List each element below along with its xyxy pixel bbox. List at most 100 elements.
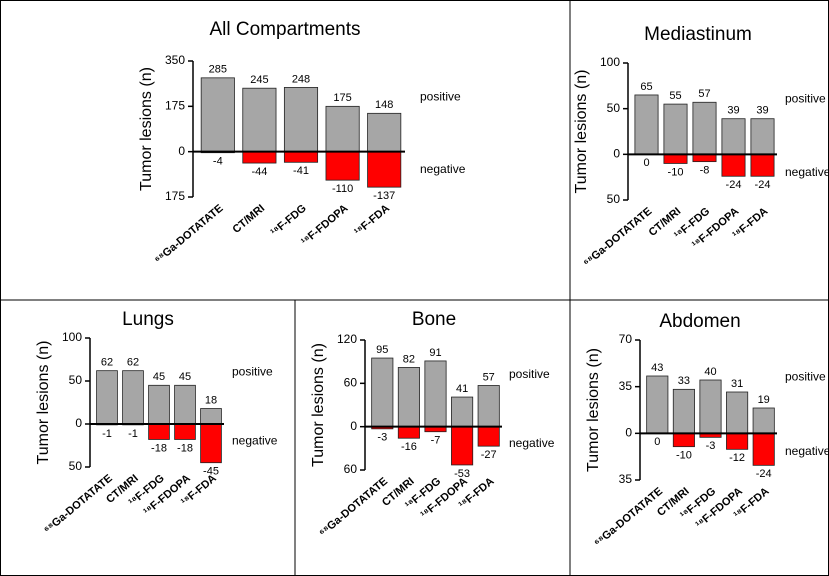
bar bbox=[663, 153, 688, 164]
data-label: -18 bbox=[151, 442, 167, 454]
legend-label: positive bbox=[420, 89, 461, 103]
y-axis-label: Tumor lesions (n) bbox=[35, 341, 52, 465]
legend-label: negative bbox=[785, 444, 829, 458]
bar bbox=[451, 426, 474, 466]
data-label: -24 bbox=[755, 179, 771, 191]
bar bbox=[148, 384, 170, 425]
data-label: 0 bbox=[643, 157, 649, 169]
bar bbox=[325, 105, 360, 153]
bar bbox=[451, 396, 474, 428]
data-label: -24 bbox=[726, 179, 742, 191]
legend-label: positive bbox=[785, 92, 826, 106]
data-label: 45 bbox=[153, 371, 165, 383]
data-label: -12 bbox=[729, 452, 745, 464]
data-label: -1 bbox=[128, 428, 138, 440]
data-label: -53 bbox=[454, 468, 470, 480]
x-tick-label: ⁶⁸Ga-DOTATATE bbox=[581, 205, 654, 269]
bar bbox=[283, 87, 319, 153]
bar bbox=[242, 151, 277, 164]
y-tick-label: 35 bbox=[619, 472, 633, 486]
data-label: 18 bbox=[205, 394, 217, 406]
chart-title: Lungs bbox=[122, 309, 174, 330]
bar bbox=[371, 357, 394, 428]
x-tick-label: ⁶⁸Ga-DOTATATE bbox=[42, 472, 115, 536]
chart-title: Mediastinum bbox=[644, 24, 752, 45]
data-label: -45 bbox=[203, 466, 219, 478]
data-label: -10 bbox=[676, 450, 692, 462]
y-tick-label: 175 bbox=[165, 189, 185, 203]
data-label: -137 bbox=[373, 190, 395, 202]
bar bbox=[692, 153, 717, 163]
data-label: 91 bbox=[429, 347, 441, 359]
bar bbox=[750, 118, 775, 155]
bar bbox=[672, 388, 695, 434]
bar bbox=[477, 426, 500, 447]
chart-title: Abdomen bbox=[659, 311, 740, 332]
data-label: 43 bbox=[651, 362, 663, 374]
y-tick-label: 60 bbox=[344, 376, 358, 390]
data-label: -10 bbox=[668, 166, 684, 178]
data-label: 65 bbox=[640, 81, 652, 93]
chart-title: Bone bbox=[412, 309, 456, 330]
data-label: 57 bbox=[483, 371, 495, 383]
bar bbox=[200, 423, 222, 464]
bar bbox=[663, 103, 688, 155]
bar bbox=[750, 153, 775, 177]
bar bbox=[721, 153, 746, 177]
data-label: 31 bbox=[731, 378, 743, 390]
y-tick-label: 60 bbox=[344, 462, 358, 476]
bar bbox=[148, 423, 170, 440]
y-tick-label: 100 bbox=[600, 55, 620, 69]
y-tick-label: 0 bbox=[613, 147, 620, 161]
y-tick-label: 0 bbox=[178, 144, 185, 158]
data-label: 33 bbox=[678, 375, 690, 387]
y-axis-label: Tumor lesions (n) bbox=[585, 348, 602, 472]
data-label: -8 bbox=[700, 165, 710, 177]
y-tick-label: 50 bbox=[69, 459, 83, 473]
y-tick-label: 50 bbox=[607, 192, 621, 206]
bar bbox=[477, 385, 500, 428]
data-label: 0 bbox=[654, 436, 660, 448]
legend-label: negative bbox=[420, 162, 466, 176]
bar bbox=[397, 426, 420, 439]
bar bbox=[752, 432, 775, 466]
bar bbox=[424, 360, 447, 428]
data-label: -24 bbox=[756, 468, 772, 480]
x-tick-label: ⁶⁸Ga-DOTATATE bbox=[592, 485, 665, 549]
data-label: 248 bbox=[292, 73, 310, 85]
x-tick-label: ⁶⁸Ga-DOTATATE bbox=[317, 475, 390, 539]
data-label: 62 bbox=[127, 357, 139, 369]
data-label: 19 bbox=[758, 394, 770, 406]
bar bbox=[174, 384, 196, 425]
data-label: 82 bbox=[403, 353, 415, 365]
x-tick-label: CT/MRI bbox=[230, 202, 267, 236]
y-tick-label: 0 bbox=[350, 419, 357, 433]
legend-label: negative bbox=[509, 436, 555, 450]
bar bbox=[367, 151, 402, 188]
bar bbox=[672, 432, 695, 448]
bar bbox=[397, 367, 420, 428]
data-label: 45 bbox=[179, 371, 191, 383]
data-label: 245 bbox=[250, 74, 268, 86]
data-label: 285 bbox=[209, 64, 227, 76]
data-label: -44 bbox=[251, 166, 267, 178]
y-tick-label: 70 bbox=[619, 332, 633, 346]
y-tick-label: 350 bbox=[165, 53, 185, 67]
chart-title: All Compartments bbox=[210, 19, 361, 40]
bar bbox=[283, 151, 319, 163]
x-tick-label: ⁶⁸Ga-DOTATATE bbox=[153, 202, 226, 266]
y-tick-label: 0 bbox=[625, 426, 632, 440]
data-label: 40 bbox=[704, 366, 716, 378]
data-label: -16 bbox=[401, 441, 417, 453]
legend-label: positive bbox=[232, 365, 273, 379]
bar bbox=[721, 118, 746, 155]
bar bbox=[726, 391, 749, 434]
x-tick-label: ¹⁸F-FDA bbox=[352, 202, 392, 238]
bar bbox=[726, 432, 749, 450]
data-label: 95 bbox=[376, 344, 388, 356]
y-tick-label: 175 bbox=[165, 99, 185, 113]
y-axis-label: Tumor lesions (n) bbox=[573, 70, 590, 194]
data-label: 55 bbox=[669, 90, 681, 102]
legend-label: positive bbox=[785, 370, 826, 384]
y-axis-label: Tumor lesions (n) bbox=[138, 67, 155, 191]
